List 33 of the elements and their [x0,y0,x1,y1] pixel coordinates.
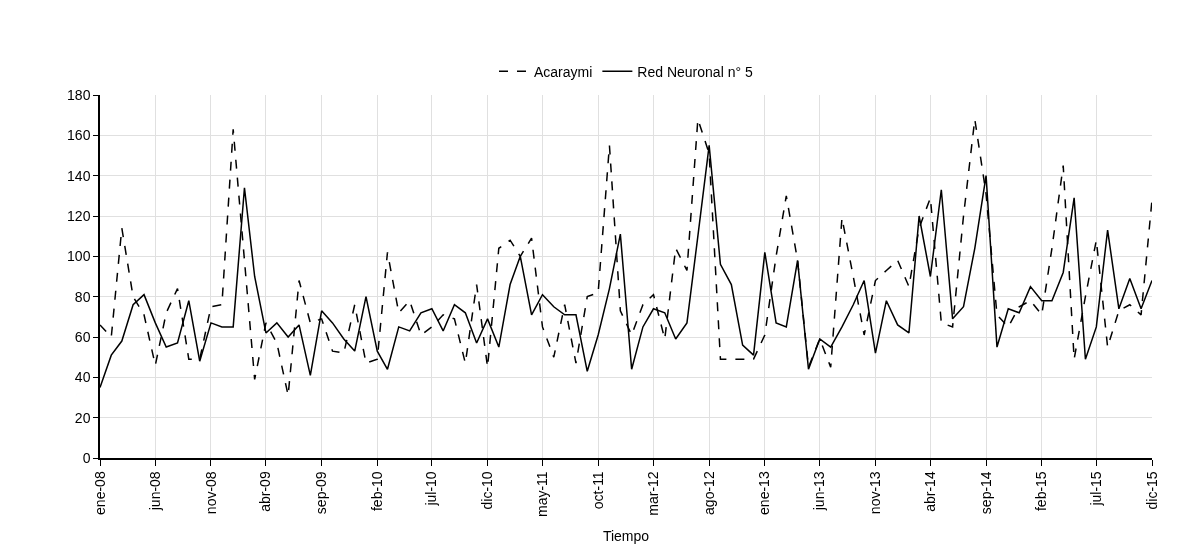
x-tick-label: jun-13 [811,471,828,512]
x-tick-label: nov-08 [202,471,219,515]
x-tick-label: may-11 [534,471,551,518]
x-tick-label: abr-14 [921,471,938,512]
x-tick-label: abr-09 [257,471,274,512]
y-tick-label: 160 [67,127,91,144]
x-tick-label: jun-08 [146,471,163,512]
y-tick-label: 0 [82,449,91,466]
x-tick-label: dic-10 [479,471,496,510]
x-tick-label: ago-12 [700,471,717,515]
x-tick-label: jul-10 [423,471,440,507]
x-tick-label: nov-13 [867,471,883,515]
x-tick-label: jul-15 [1087,471,1104,507]
x-tick-label: ene-13 [756,471,773,515]
y-tick-label: 140 [67,167,91,184]
x-tick-label: feb-10 [368,471,385,512]
x-tick-label: sep-14 [977,471,994,515]
y-tick-label: 80 [74,288,91,305]
x-axis-title: Tiempo [602,527,650,544]
y-tick-label: 120 [67,207,91,224]
x-tick-label: mar-12 [645,471,662,516]
x-tick-label: dic-15 [1143,471,1160,510]
y-tick-label: 100 [67,248,91,265]
y-tick-label: 20 [74,409,91,426]
legend-label: Acaraymi [534,63,593,80]
x-tick-label: ene-08 [91,471,108,515]
y-tick-label: 40 [74,369,91,386]
y-tick-label: 60 [74,328,91,345]
legend-label: Red Neuronal n° 5 [637,63,753,80]
x-tick-label: feb-15 [1033,471,1050,512]
x-tick-label: oct-11 [589,471,606,510]
y-tick-label: 180 [67,86,91,103]
x-tick-label: sep-09 [313,471,330,515]
